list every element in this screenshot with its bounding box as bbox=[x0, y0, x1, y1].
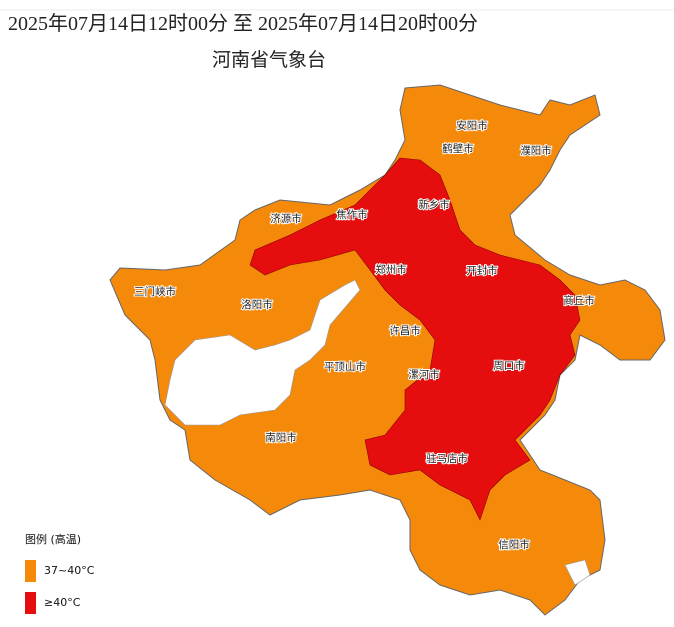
regions bbox=[109, 84, 666, 616]
city-label: 信阳市 bbox=[498, 538, 530, 551]
city-label: 漯河市 bbox=[408, 368, 440, 381]
city-label: 周口市 bbox=[493, 359, 525, 372]
city-label: 鹤壁市 bbox=[442, 142, 474, 155]
province-area bbox=[109, 84, 666, 616]
legend-title: 图例 (高温) bbox=[25, 532, 81, 546]
city-label: 平顶山市 bbox=[324, 360, 366, 373]
city-label: 安阳市 bbox=[456, 119, 488, 132]
city-label: 新乡市 bbox=[418, 198, 450, 211]
city-label: 焦作市 bbox=[336, 208, 368, 221]
city-label: 三门峡市 bbox=[134, 285, 176, 298]
title: 2025年07月14日12时00分 至 2025年07月14日20时00分 bbox=[8, 12, 478, 35]
subtitle: 河南省气象台 bbox=[212, 49, 326, 71]
legend: 37~40°C ≥40°C bbox=[25, 560, 95, 614]
no-warning-area bbox=[164, 279, 361, 426]
city-label: 开封市 bbox=[466, 264, 498, 277]
city-label: 南阳市 bbox=[265, 431, 297, 444]
no-warning-area bbox=[564, 559, 591, 586]
city-label: 驻马店市 bbox=[426, 452, 468, 465]
city-label: 洛阳市 bbox=[241, 298, 273, 311]
city-label: 郑州市 bbox=[375, 263, 407, 276]
legend-label: ≥40°C bbox=[44, 596, 81, 609]
legend-swatch bbox=[25, 560, 36, 582]
legend-swatch bbox=[25, 592, 36, 614]
city-label: 商丘市 bbox=[563, 294, 595, 307]
legend-label: 37~40°C bbox=[44, 564, 95, 577]
city-label: 济源市 bbox=[270, 212, 302, 225]
extreme-heat-area bbox=[249, 157, 581, 521]
city-label: 许昌市 bbox=[389, 324, 421, 337]
city-label: 濮阳市 bbox=[520, 144, 552, 157]
